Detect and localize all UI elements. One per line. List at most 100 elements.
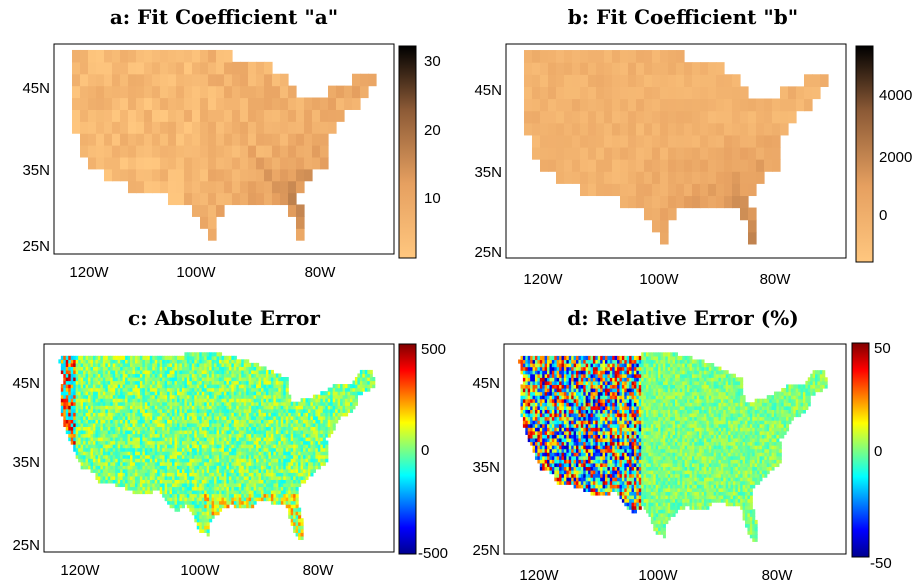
panel-b-cell	[548, 110, 557, 124]
panel-a-cell	[216, 97, 225, 110]
panel-c-cell	[369, 373, 373, 378]
panel-c-cell	[157, 433, 161, 438]
panel-c-cell	[263, 405, 267, 410]
panel-c-cell	[147, 468, 151, 473]
panel-b-cell	[572, 86, 581, 100]
panel-c-cell	[147, 355, 151, 360]
panel-c-cell	[327, 429, 331, 435]
panel-c-cell	[176, 426, 181, 431]
panel-c-cell	[283, 489, 287, 495]
panel-a-cell	[168, 61, 177, 75]
panel-c-cell	[75, 429, 79, 435]
panel-c-cell	[246, 461, 250, 466]
panel-c-cell	[307, 401, 312, 406]
panel-c-cell	[191, 422, 195, 428]
panel-c-cell	[169, 486, 173, 491]
panel-c-cell	[75, 387, 79, 392]
panel-c-cell	[117, 391, 121, 396]
panel-c-cell	[332, 401, 336, 406]
panel-c-cell	[283, 437, 287, 442]
panel-c-cell	[298, 521, 302, 526]
panel-c-cell	[248, 458, 252, 463]
panel-c-cell	[90, 451, 94, 456]
panel-c-cell	[191, 444, 195, 449]
panel-c-cell	[285, 475, 289, 480]
panel-c-cell	[102, 376, 106, 382]
panel-c-cell	[340, 398, 344, 403]
panel-c-cell	[152, 369, 156, 375]
panel-c-cell	[337, 398, 341, 403]
panel-c-cell	[199, 444, 203, 449]
panel-c-cell	[280, 391, 284, 396]
panel-c-cell	[100, 444, 104, 449]
panel-c-cell	[115, 394, 119, 399]
panel-c-cell	[209, 518, 213, 523]
panel-c-cell	[110, 359, 114, 364]
panel-c-cell	[120, 412, 124, 417]
panel-c-cell	[327, 419, 331, 424]
panel-c-cell	[273, 454, 277, 459]
panel-c-cell	[322, 444, 326, 449]
panel-c-cell	[335, 408, 339, 413]
panel-b-cell	[644, 159, 653, 172]
panel-c-cell	[164, 475, 168, 480]
panel-c-cell	[65, 366, 69, 371]
panel-c-cell	[199, 493, 203, 498]
panel-c-cell	[268, 475, 272, 480]
panel-c-cell	[149, 479, 153, 484]
panel-c-cell	[107, 391, 111, 396]
panel-a-cell	[192, 73, 201, 87]
panel-c-cell	[120, 422, 124, 428]
panel-c-cell	[219, 408, 223, 413]
panel-c-cell	[270, 458, 274, 463]
panel-c-cell	[144, 359, 148, 364]
panel-c-cell	[241, 387, 245, 392]
panel-c-cell	[75, 366, 79, 371]
panel-b-cell	[572, 146, 581, 160]
panel-b-cell	[716, 98, 725, 112]
panel-c-cell	[186, 500, 190, 505]
panel-c-cell	[115, 447, 119, 452]
panel-c-cell	[241, 468, 245, 473]
panel-c-cell	[196, 475, 200, 480]
panel-c-cell	[228, 444, 232, 449]
panel-c-cell	[211, 468, 215, 473]
panel-c-cell	[154, 422, 158, 428]
panel-c-cell	[226, 369, 230, 375]
panel-b-cell	[652, 134, 661, 148]
panel-a-cell	[272, 121, 281, 134]
panel-c-cell	[290, 489, 294, 495]
panel-c-cell	[221, 458, 225, 463]
panel-c-cell	[233, 461, 237, 466]
panel-c-cell	[248, 376, 252, 382]
panel-a-cell	[352, 73, 361, 87]
panel-c-cell	[223, 387, 228, 392]
panel-c-cell	[226, 355, 230, 360]
panel-c-cell	[117, 479, 121, 484]
panel-c-cell	[273, 376, 277, 382]
panel-c-cell	[285, 482, 289, 488]
panel-c-cell	[112, 465, 116, 470]
panel-c-cell	[214, 373, 218, 378]
panel-c-cell	[176, 479, 181, 484]
panel-c-cell	[231, 497, 235, 502]
panel-b-cell	[612, 146, 621, 160]
panel-c-cell	[132, 412, 136, 417]
panel-c-cell	[137, 387, 141, 392]
panel-c-cell	[204, 394, 208, 399]
panel-c-cell	[288, 429, 292, 435]
panel-a-cell	[216, 49, 225, 63]
panel-c-cell	[189, 440, 193, 445]
panel-c-cell	[251, 479, 255, 484]
panel-c-cell	[110, 355, 114, 360]
panel-c-cell	[223, 444, 228, 449]
panel-c-cell	[73, 422, 77, 428]
panel-c-cell	[288, 405, 292, 410]
panel-c-cell	[152, 486, 156, 491]
panel-c-cell	[238, 376, 242, 382]
panel-a-cell	[208, 192, 217, 206]
panel-b-cell	[580, 122, 589, 136]
panel-d-cell	[522, 355, 526, 361]
panel-b-cell	[708, 146, 717, 160]
panel-c-cell	[127, 419, 131, 424]
